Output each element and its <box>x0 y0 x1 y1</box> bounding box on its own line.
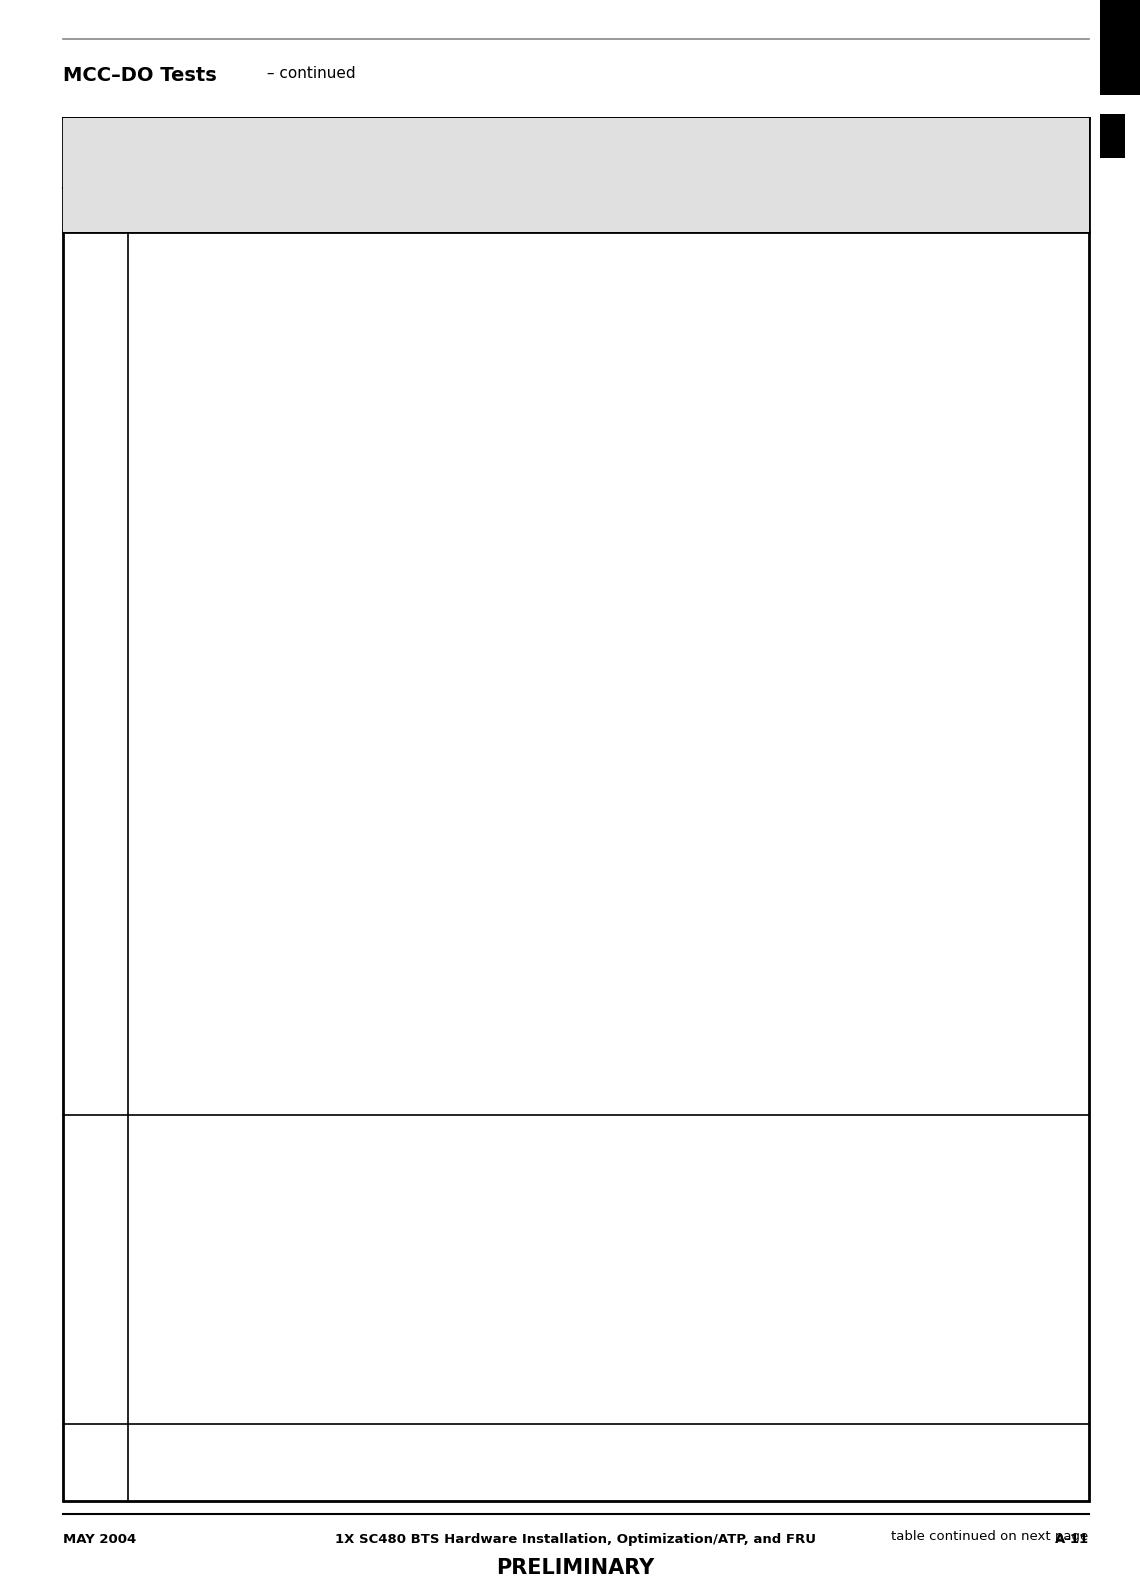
Text: •: • <box>144 916 153 930</box>
Text: Table A-5:: Table A-5: <box>479 145 561 161</box>
Text: Enter the following parameters for signal generation.: Enter the following parameters for signa… <box>141 251 512 265</box>
Text: Oversampling ratio – 4: Oversampling ratio – 4 <box>166 620 324 632</box>
Text: •: • <box>144 378 153 394</box>
Text: Data Channel encoder active – checked: Data Channel encoder active – checked <box>166 435 442 449</box>
Text: •: • <box>144 620 153 634</box>
Text: Data – F (1111): Data – F (1111) <box>166 1303 275 1317</box>
Text: •: • <box>144 1191 153 1205</box>
Text: 6: 6 <box>90 251 100 267</box>
Text: ACK Channel – checked   Rel. gain (dB) – 0: ACK Channel – checked Rel. gain (dB) – 0 <box>166 378 461 393</box>
Text: •: • <box>144 407 153 423</box>
Text: Press: Press <box>141 1134 182 1148</box>
Text: •: • <box>144 831 153 847</box>
Text: ESG Configuration:: ESG Configuration: <box>141 719 274 733</box>
Text: •: • <box>144 803 153 818</box>
Text: 7: 7 <box>90 1134 100 1150</box>
Text: DRC Channel: DRC Channel <box>141 1246 233 1260</box>
Text: 8: 8 <box>90 1443 100 1459</box>
Text: •: • <box>144 464 153 478</box>
Text: Procedure to Test MCC–DO Packet Error Rate: Procedure to Test MCC–DO Packet Error Ra… <box>551 145 880 161</box>
Text: PRELIMINARY: PRELIMINARY <box>497 1558 654 1577</box>
Text: Active – All On: Active – All On <box>166 1191 267 1203</box>
Text: Mirror Spectrum – unchecked: Mirror Spectrum – unchecked <box>166 675 369 689</box>
Text: [MHz]: [MHz] <box>166 776 225 788</box>
Text: •: • <box>144 647 153 662</box>
Text: Cover – 1: Cover – 1 <box>166 1331 231 1344</box>
Text: DOWNLOAD: DOWNLOAD <box>182 1443 275 1457</box>
Text: •: • <box>144 1331 153 1345</box>
Text: Data Channel bit stream – PN15: Data Channel bit stream – PN15 <box>166 490 389 505</box>
Text: •: • <box>144 350 153 366</box>
Text: Data Channel – checked    Rel. gain (dB) – 3.75: Data Channel – checked Rel. gain (dB) – … <box>166 407 492 421</box>
Text: •: • <box>144 859 153 875</box>
Text: Active – All On: Active – All On <box>166 1274 267 1288</box>
Text: •: • <box>144 435 153 449</box>
Text: RF Blanking – unchecked: RF Blanking – unchecked <box>166 888 340 902</box>
Text: •: • <box>144 519 153 535</box>
Text: Amplitude – depending on attenuation applied – overall signal value should be –1: Amplitude – depending on attenuation app… <box>166 803 798 817</box>
Text: Step: Step <box>75 202 115 218</box>
Text: Reconstruction filter 2.5 [MHz]: Reconstruction filter 2.5 [MHz] <box>166 859 378 874</box>
Text: + Mkrs: + Mkrs <box>166 943 215 957</box>
Text: button on the “Agilent Signal Studio – 1xEV Reverse Link” application.: button on the “Agilent Signal Studio – 1… <box>275 1443 765 1457</box>
Text: •: • <box>144 323 153 337</box>
Text: •: • <box>144 1274 153 1290</box>
Text: A: A <box>1102 126 1114 144</box>
Text: •: • <box>144 943 153 959</box>
Text: Press: Press <box>141 1443 182 1457</box>
Text: Sampling rate 4.1952 [MHz]: Sampling rate 4.1952 [MHz] <box>166 831 363 845</box>
Text: Frequency – calculated according to the formula: <rx_base_band_value> + 0,05 * <: Frequency – calculated according to the … <box>166 747 823 762</box>
Text: Data Channel Data rate – 9.6 kbps: Data Channel Data rate – 9.6 kbps <box>166 464 407 476</box>
Text: •: • <box>144 1217 153 1233</box>
Text: •: • <box>144 1303 153 1317</box>
Text: Action: Action <box>581 202 635 218</box>
Text: 1X SC480 BTS Hardware Installation, Optimization/ATP, and FRU: 1X SC480 BTS Hardware Installation, Opti… <box>335 1533 816 1545</box>
Text: DRC Channel – checked   Rel. gain (dB) – 3: DRC Channel – checked Rel. gain (dB) – 3 <box>166 350 462 364</box>
Text: •: • <box>144 490 153 506</box>
Text: •: • <box>144 747 153 762</box>
Text: RRI Channel – checked     RRI Bits – 1: RRI Channel – checked RRI Bits – 1 <box>166 323 424 336</box>
Text: Signal Generation:: Signal Generation: <box>141 591 270 606</box>
Text: A-11: A-11 <box>1054 1533 1089 1545</box>
Text: button and set the following parameters:: button and set the following parameters: <box>307 1134 597 1148</box>
Text: Time Slot Setup: Time Slot Setup <box>182 1134 307 1148</box>
Text: •: • <box>144 675 153 691</box>
Text: •: • <box>144 888 153 902</box>
Text: table continued on next page: table continued on next page <box>891 1530 1089 1542</box>
Text: •: • <box>144 547 153 563</box>
Text: Data – 0s: Data – 0s <box>166 1217 231 1232</box>
Text: ACK Channel: ACK Channel <box>141 1162 230 1176</box>
Text: Internal Reference: Internal Reference <box>166 916 294 929</box>
Text: Channel Configuration:: Channel Configuration: <box>141 295 302 309</box>
Text: Q Mask – 3FF00000001: Q Mask – 3FF00000001 <box>166 547 328 561</box>
Text: MAY 2004: MAY 2004 <box>63 1533 136 1545</box>
Text: I Mask  – 3FF80000000: I Mask – 3FF80000000 <box>166 519 326 533</box>
Text: Filter Type – IS 95 Std: Filter Type – IS 95 Std <box>166 647 315 661</box>
Text: – continued: – continued <box>262 66 356 82</box>
Text: MCC–DO Tests: MCC–DO Tests <box>63 66 217 85</box>
